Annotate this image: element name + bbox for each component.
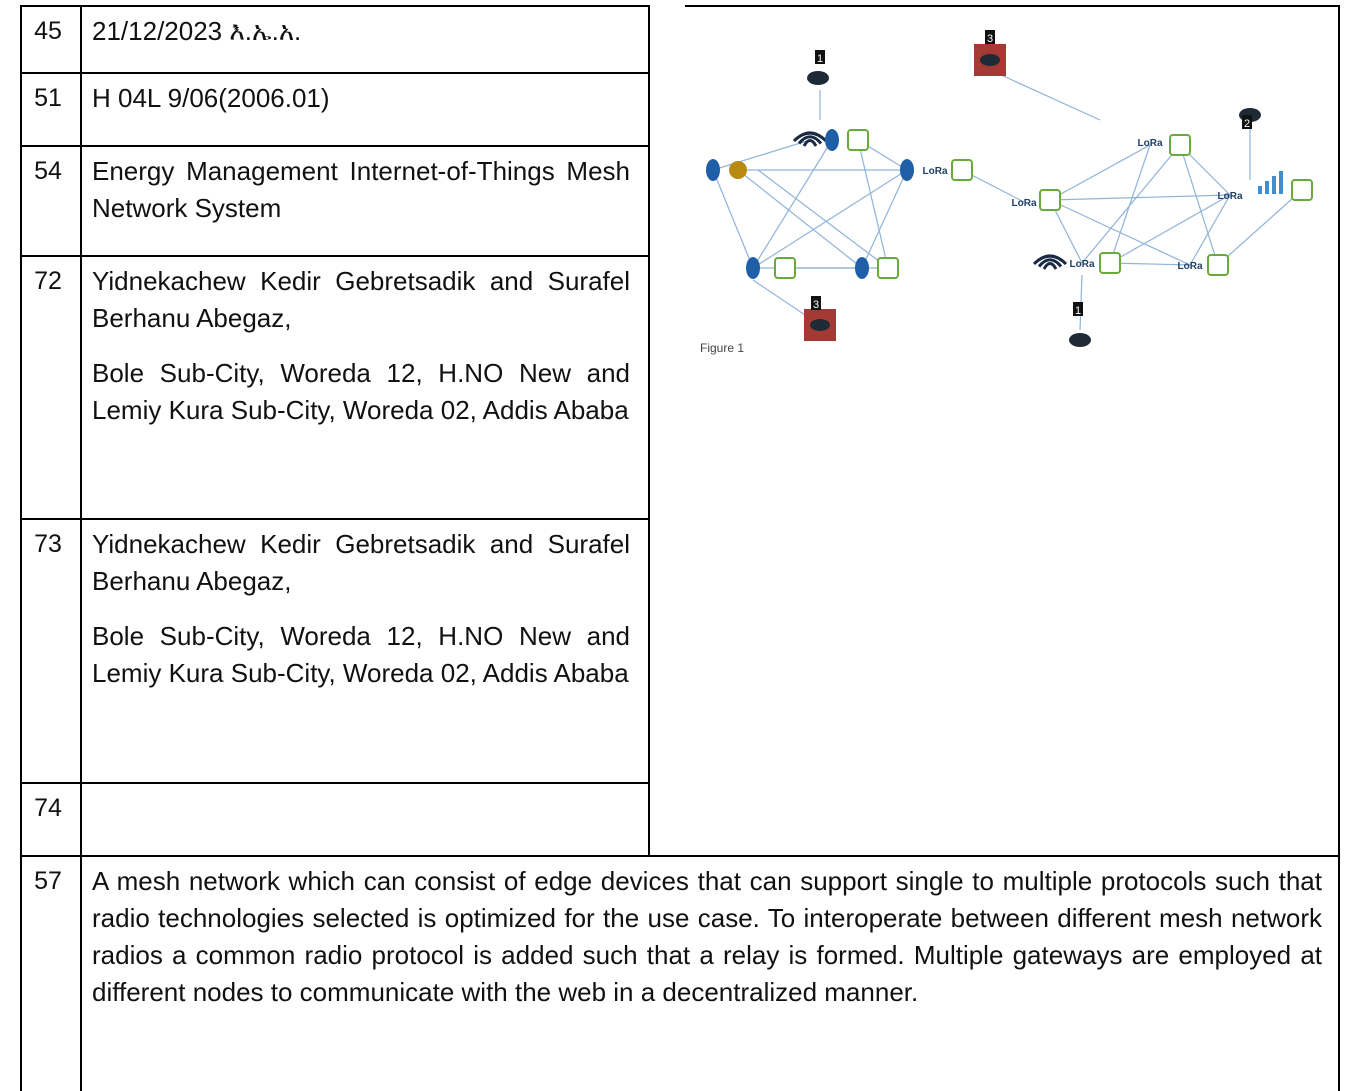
row-text: A mesh network which can consist of edge… xyxy=(92,863,1322,1029)
paragraph: Bole Sub-City, Woreda 12, H.NO New and L… xyxy=(92,358,630,425)
row-text: Energy Management Internet-of-Things Mes… xyxy=(92,153,630,245)
link xyxy=(1049,144,1151,201)
border-line xyxy=(20,518,648,520)
signal-bar xyxy=(1279,171,1283,194)
link xyxy=(757,169,889,269)
border-line xyxy=(20,782,648,784)
border-line xyxy=(20,255,648,257)
bluetooth-node xyxy=(825,129,839,151)
bluetooth-node xyxy=(746,257,760,279)
link xyxy=(1189,194,1231,266)
signal-bar xyxy=(1272,176,1276,194)
device xyxy=(810,319,830,331)
tag-box xyxy=(985,30,995,44)
paragraph: Yidnekachew Kedir Gebretsadik and Surafe… xyxy=(92,266,630,333)
signal-bar xyxy=(1258,186,1262,194)
row-code: 54 xyxy=(34,157,62,185)
lora-label: LoRa xyxy=(1178,261,1203,272)
lora-label: LoRa xyxy=(1012,198,1037,209)
link xyxy=(1109,194,1231,264)
row-text: Yidnekachew Kedir Gebretsadik and Surafe… xyxy=(92,526,630,710)
chip-node xyxy=(1169,134,1191,156)
border-line xyxy=(20,5,648,7)
row-code: 57 xyxy=(34,867,62,895)
row-text: H 04L 9/06(2006.01) xyxy=(92,80,630,135)
chip-node xyxy=(847,129,869,151)
figure: 1 3 2 3 1 LoRa LoRa LoRa LoRa LoRa LoRa Figure 1 xyxy=(700,30,1313,355)
row-code: 72 xyxy=(34,267,62,295)
border-line xyxy=(20,72,648,74)
link xyxy=(1081,144,1181,264)
row-code: 73 xyxy=(34,530,62,558)
chip-node xyxy=(1207,254,1229,276)
link xyxy=(1179,144,1219,266)
tag-box xyxy=(811,296,821,310)
paragraph: Energy Management Internet-of-Things Mes… xyxy=(92,156,630,223)
node-tag: 1 xyxy=(817,53,823,65)
paragraph: A mesh network which can consist of edge… xyxy=(92,866,1322,1007)
bluetooth-node xyxy=(900,159,914,181)
bluetooth-node xyxy=(706,159,720,181)
node-tag: 2 xyxy=(1244,118,1250,130)
link xyxy=(752,139,833,269)
bluetooth-node xyxy=(855,257,869,279)
link xyxy=(737,169,863,269)
wifi-arc xyxy=(797,135,823,145)
link xyxy=(1217,189,1303,266)
link xyxy=(752,169,908,269)
row-code: 45 xyxy=(34,17,62,45)
chip-node xyxy=(774,257,796,279)
lora-label: LoRa xyxy=(1070,259,1095,270)
border-line xyxy=(80,5,82,1091)
node-tag: 1 xyxy=(1075,305,1081,317)
border-line xyxy=(648,5,650,855)
lora-label: LoRa xyxy=(923,166,948,177)
link xyxy=(1109,262,1191,266)
paragraph: Bole Sub-City, Woreda 12, H.NO New and L… xyxy=(92,621,630,688)
paragraph: Yidnekachew Kedir Gebretsadik and Surafe… xyxy=(92,529,630,596)
border-line xyxy=(20,5,22,1091)
wifi-arc xyxy=(802,139,818,147)
border-line xyxy=(20,855,1340,857)
node-tag: 3 xyxy=(987,33,993,45)
paragraph: H 04L 9/06(2006.01) xyxy=(92,83,330,113)
tag-box xyxy=(815,50,825,64)
device xyxy=(1069,333,1091,347)
border-line xyxy=(685,5,1340,7)
signal-bar xyxy=(1265,181,1269,194)
row-code: 74 xyxy=(34,794,62,822)
border-line xyxy=(1338,5,1340,1091)
link xyxy=(857,139,889,269)
chip-node xyxy=(877,257,899,279)
wifi-arc xyxy=(1032,254,1068,266)
link xyxy=(861,169,908,269)
sensor-node xyxy=(729,161,747,179)
wifi-arc xyxy=(792,131,828,143)
chip-node xyxy=(1291,179,1313,201)
wifi-arc xyxy=(1037,258,1063,268)
tag-box xyxy=(1073,302,1083,316)
row-text: 21/12/2023 እ.ኤ.አ. xyxy=(92,13,630,68)
lora-label: LoRa xyxy=(1218,191,1243,202)
border-line xyxy=(20,145,648,147)
node-tag: 3 xyxy=(813,299,819,311)
row-text: Yidnekachew Kedir Gebretsadik and Surafe… xyxy=(92,263,630,447)
link xyxy=(712,169,754,269)
chip-node xyxy=(1099,252,1121,274)
link xyxy=(989,69,1101,121)
device xyxy=(980,54,1000,66)
figure-caption: Figure 1 xyxy=(700,341,744,355)
lora-label: LoRa xyxy=(1138,138,1163,149)
link xyxy=(1049,194,1231,201)
paragraph: 21/12/2023 እ.ኤ.አ. xyxy=(92,16,302,46)
device xyxy=(807,71,829,85)
link xyxy=(1109,144,1151,264)
link xyxy=(712,139,811,171)
row-code: 51 xyxy=(34,84,62,112)
chip-node xyxy=(951,159,973,181)
chip-node xyxy=(1039,189,1061,211)
tag-box xyxy=(1242,115,1252,129)
wifi-arc xyxy=(1042,262,1058,270)
